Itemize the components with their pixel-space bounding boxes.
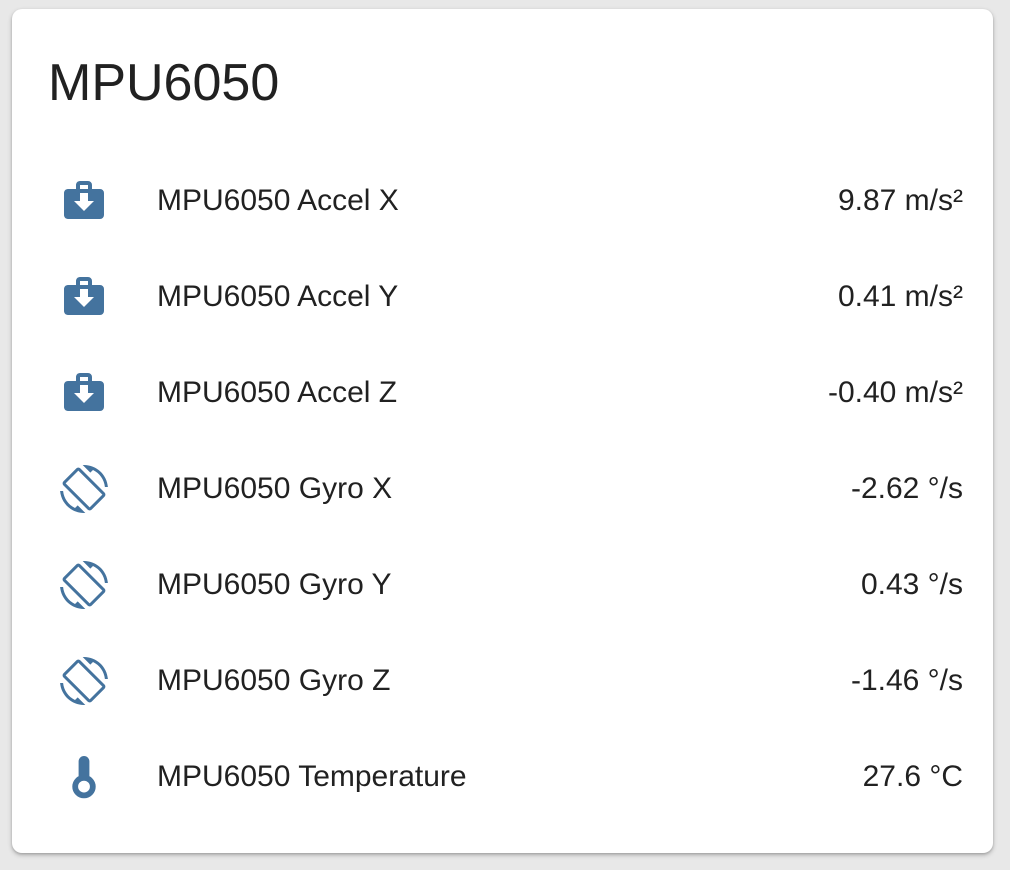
entity-value: -2.62 °/s xyxy=(850,472,963,505)
entity-row[interactable]: MPU6050 Accel X 9.87 m/s² xyxy=(60,153,963,249)
entity-value: 0.43 °/s xyxy=(860,568,963,601)
entity-value: 9.87 m/s² xyxy=(837,184,963,217)
entity-row[interactable]: MPU6050 Gyro Z -1.46 °/s xyxy=(60,633,963,729)
briefcase-download-icon xyxy=(60,369,108,417)
card-title: MPU6050 xyxy=(48,54,280,112)
entity-row[interactable]: MPU6050 Temperature 27.6 °C xyxy=(60,729,963,825)
entity-row[interactable]: MPU6050 Accel Y 0.41 m/s² xyxy=(60,249,963,345)
entity-name: MPU6050 Accel Z xyxy=(157,376,398,409)
entity-value: 0.41 m/s² xyxy=(837,280,963,313)
entity-row[interactable]: MPU6050 Accel Z -0.40 m/s² xyxy=(60,345,963,441)
thermometer-icon xyxy=(60,753,108,801)
entity-name: MPU6050 Temperature xyxy=(157,760,467,793)
screen-rotation-icon xyxy=(60,561,108,609)
briefcase-download-icon xyxy=(60,273,108,321)
screen-rotation-icon xyxy=(60,465,108,513)
entity-name: MPU6050 Gyro Y xyxy=(157,568,392,601)
entity-name: MPU6050 Accel X xyxy=(157,184,399,217)
briefcase-download-icon xyxy=(60,177,108,225)
entity-value: 27.6 °C xyxy=(862,760,963,793)
sensor-card: MPU6050 MPU6050 Accel X 9.87 m/s² MPU605… xyxy=(12,9,993,853)
entity-value: -1.46 °/s xyxy=(850,664,963,697)
entity-row[interactable]: MPU6050 Gyro Y 0.43 °/s xyxy=(60,537,963,633)
entity-row[interactable]: MPU6050 Gyro X -2.62 °/s xyxy=(60,441,963,537)
entity-name: MPU6050 Accel Y xyxy=(157,280,399,313)
entity-name: MPU6050 Gyro Z xyxy=(157,664,391,697)
screen-rotation-icon xyxy=(60,657,108,705)
entity-name: MPU6050 Gyro X xyxy=(157,472,393,505)
entity-value: -0.40 m/s² xyxy=(827,376,963,409)
entity-rows: MPU6050 Accel X 9.87 m/s² MPU6050 Accel … xyxy=(12,153,993,825)
